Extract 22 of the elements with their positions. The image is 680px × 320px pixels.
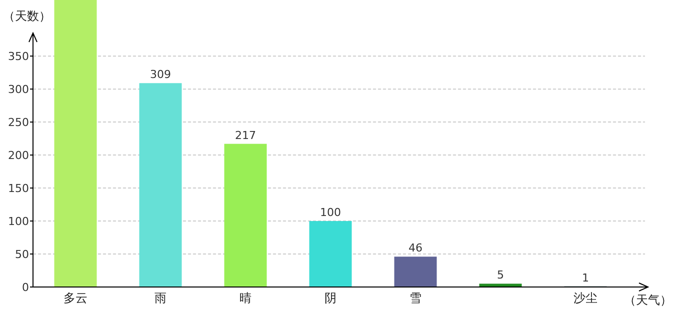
data-label: 100 — [320, 206, 341, 220]
x-axis-title: （天气） — [624, 293, 672, 307]
x-tick-label: 雨 — [154, 291, 166, 305]
data-label: 217 — [235, 128, 256, 142]
y-tick-label: 100 — [8, 215, 29, 228]
data-label: 1 — [582, 271, 589, 284]
data-label: 46 — [408, 242, 422, 255]
x-tick-label: 多云 — [64, 291, 88, 305]
y-tick-label: 300 — [8, 83, 29, 96]
y-tick-label: 50 — [15, 248, 29, 262]
y-tick-label: 150 — [8, 182, 29, 196]
y-tick-label: 350 — [8, 50, 29, 64]
y-axis-title: （天数） — [3, 9, 51, 23]
x-tick-label: 沙尘 — [574, 291, 598, 305]
y-tick-label: 0 — [22, 281, 29, 294]
x-tick-label: 晴 — [240, 291, 252, 305]
data-label: 309 — [150, 68, 171, 82]
x-tick-label: 雪 — [410, 291, 422, 305]
data-label: 5 — [497, 268, 504, 282]
y-tick-label: 200 — [8, 149, 29, 162]
x-tick-label: 阴 — [324, 291, 336, 305]
y-tick-label: 250 — [8, 116, 29, 130]
